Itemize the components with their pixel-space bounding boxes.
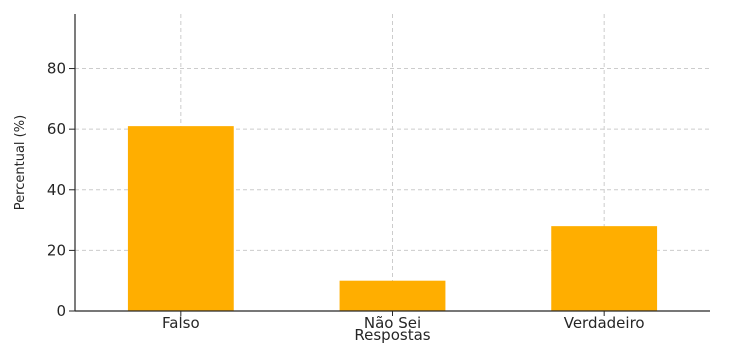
y-tick-label: 60 [47,120,66,138]
y-tick-label: 0 [56,302,66,320]
bar-0 [127,126,234,311]
y-tick-label: 40 [47,181,66,199]
y-tick-label: 20 [47,241,66,259]
bar-2 [551,226,658,311]
bars-layer [127,126,658,311]
bar-1 [339,280,446,311]
x-tick-label: Verdadeiro [564,314,645,332]
x-tick-label: Não Sei [364,314,421,332]
x-axis-title: Respostas [354,326,430,343]
y-ticks: 0 20 40 60 80 [47,60,75,320]
y-tick-label: 80 [47,60,66,78]
y-axis-title: Percentual (%) [13,115,28,210]
x-tick-label: Falso [162,314,200,332]
x-ticks: Falso Não Sei Verdadeiro [162,311,645,332]
